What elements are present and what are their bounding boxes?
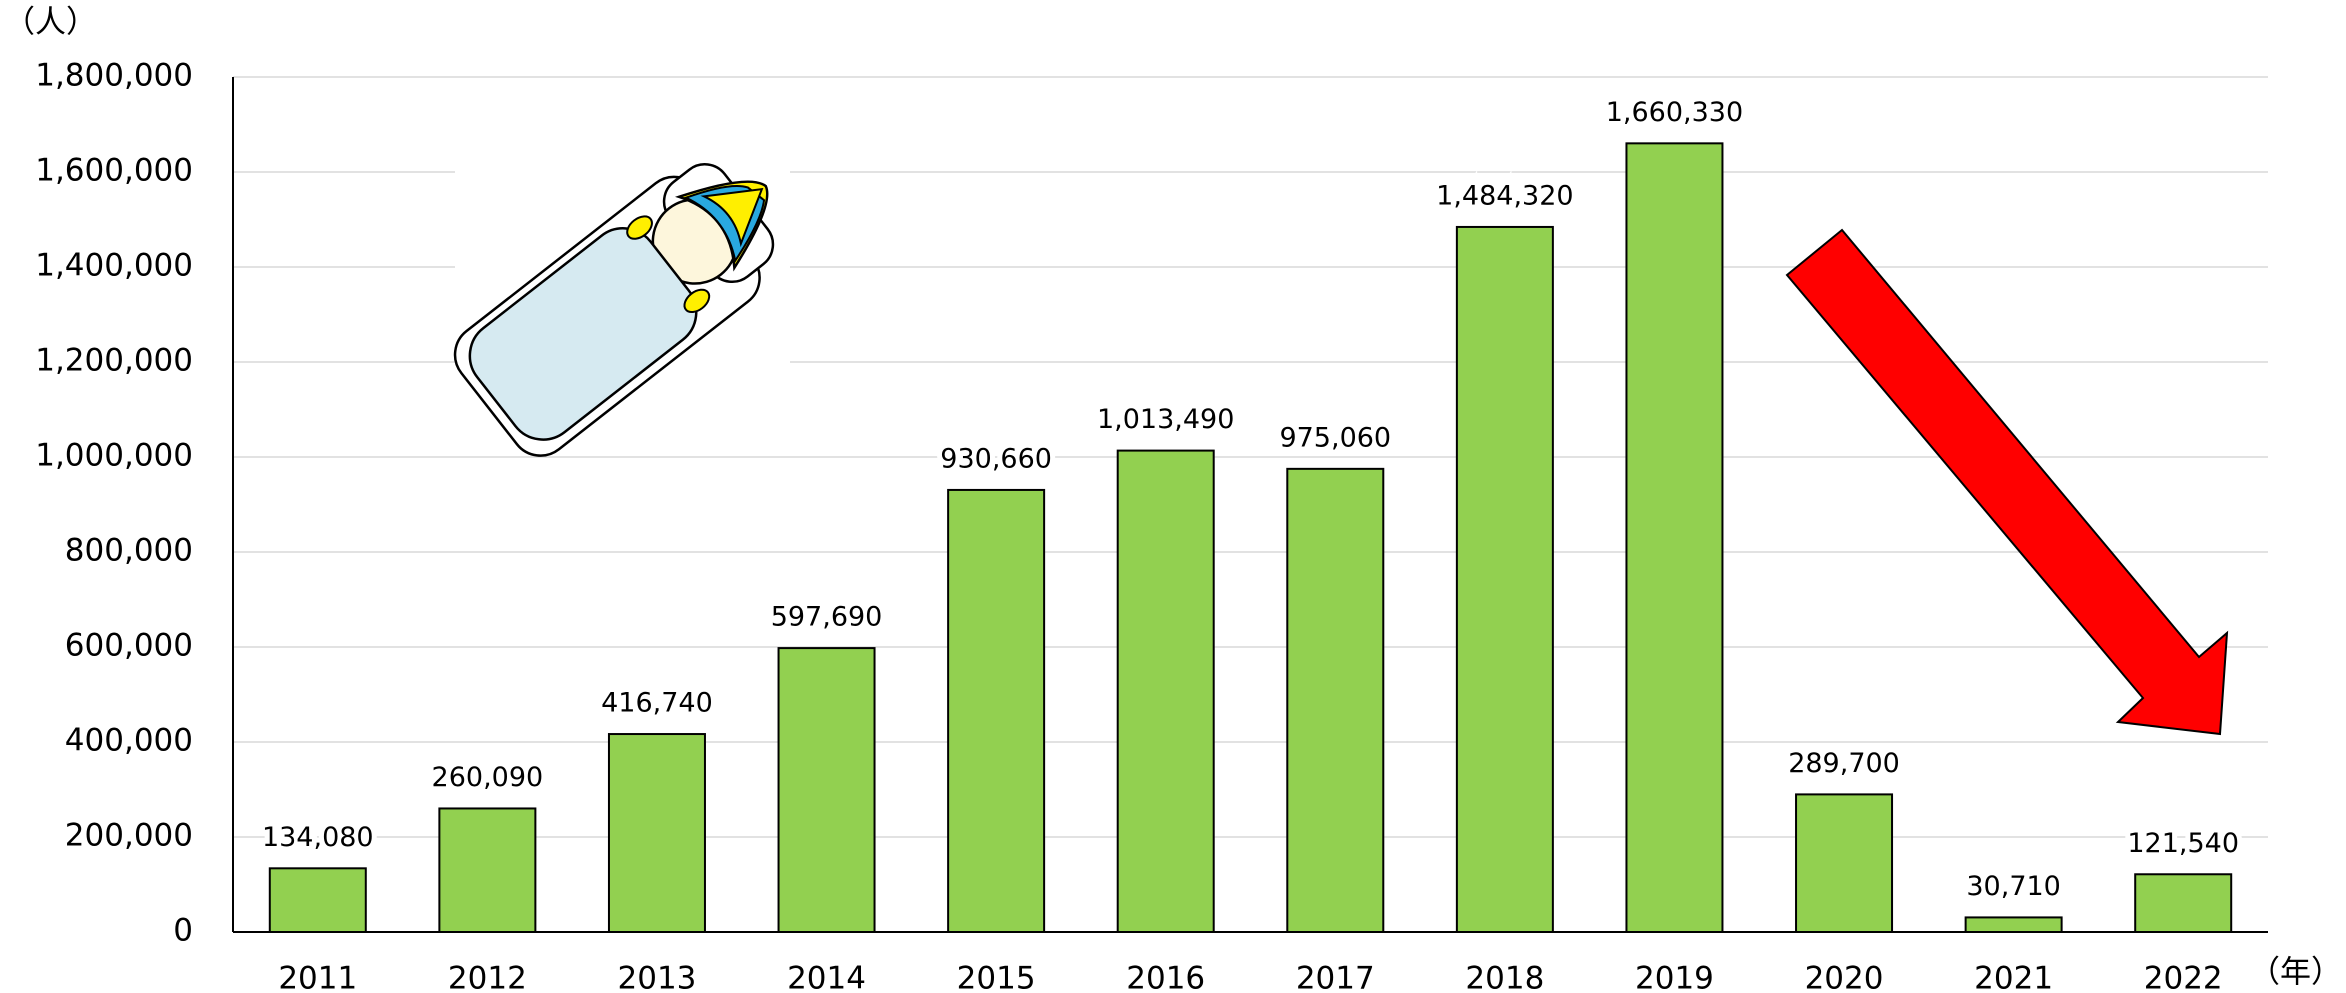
value-label: 1,484,320 xyxy=(1436,180,1573,211)
value-label: 30,710 xyxy=(1966,871,2060,902)
x-tick-label: 2020 xyxy=(1805,961,1884,993)
bar xyxy=(777,647,876,933)
x-unit: （年） xyxy=(2249,955,2342,991)
bar xyxy=(2134,873,2233,933)
y-tick-label: 800,000 xyxy=(65,533,193,569)
y-tick-label: 0 xyxy=(173,913,193,949)
x-tick-label: 2011 xyxy=(278,961,357,993)
x-tick-label: 2018 xyxy=(1465,961,1544,993)
value-label: 121,540 xyxy=(2127,828,2239,859)
value-label: 1,660,330 xyxy=(1606,97,1743,128)
value-label: 597,690 xyxy=(771,602,883,633)
bar xyxy=(1455,225,1554,933)
value-label: 134,080 xyxy=(262,822,374,853)
x-tick-label: 2016 xyxy=(1126,961,1205,993)
value-label: 416,740 xyxy=(601,688,713,719)
bar xyxy=(1625,142,1724,933)
value-label: 289,700 xyxy=(1788,748,1900,779)
bar xyxy=(1795,793,1894,934)
y-tick-label: 1,600,000 xyxy=(35,153,193,189)
trend-arrow xyxy=(1785,228,2229,736)
x-tick-label: 2019 xyxy=(1635,961,1714,993)
bar xyxy=(268,867,367,934)
x-tick-label: 2013 xyxy=(618,961,697,993)
mascot xyxy=(453,163,775,457)
y-unit: （人） xyxy=(4,5,97,41)
value-label: 1,013,490 xyxy=(1097,404,1234,435)
x-tick-label: 2017 xyxy=(1296,961,1375,993)
bar xyxy=(1964,916,2063,933)
y-tick-label: 1,000,000 xyxy=(35,438,193,474)
y-tick-label: 200,000 xyxy=(65,818,193,854)
value-label: 260,090 xyxy=(432,762,544,793)
x-tick-label: 2021 xyxy=(1974,961,2053,993)
bar xyxy=(1286,467,1385,933)
bar xyxy=(607,733,706,934)
x-tick-label: 2014 xyxy=(787,961,866,993)
x-tick-label: 2022 xyxy=(2144,961,2223,993)
bar xyxy=(1116,449,1215,933)
illustration xyxy=(453,120,790,457)
x-tick-label: 2015 xyxy=(957,961,1036,993)
bar xyxy=(947,488,1046,933)
y-tick-label: 400,000 xyxy=(65,723,193,759)
y-tick-label: 600,000 xyxy=(65,628,193,664)
bar xyxy=(438,807,537,934)
x-tick-label: 2012 xyxy=(448,961,527,993)
y-tick-label: 1,800,000 xyxy=(35,58,193,94)
y-tick-label: 1,400,000 xyxy=(35,248,193,284)
value-label: 975,060 xyxy=(1279,422,1391,453)
value-label: 930,660 xyxy=(940,443,1052,474)
y-tick-label: 1,200,000 xyxy=(35,343,193,379)
